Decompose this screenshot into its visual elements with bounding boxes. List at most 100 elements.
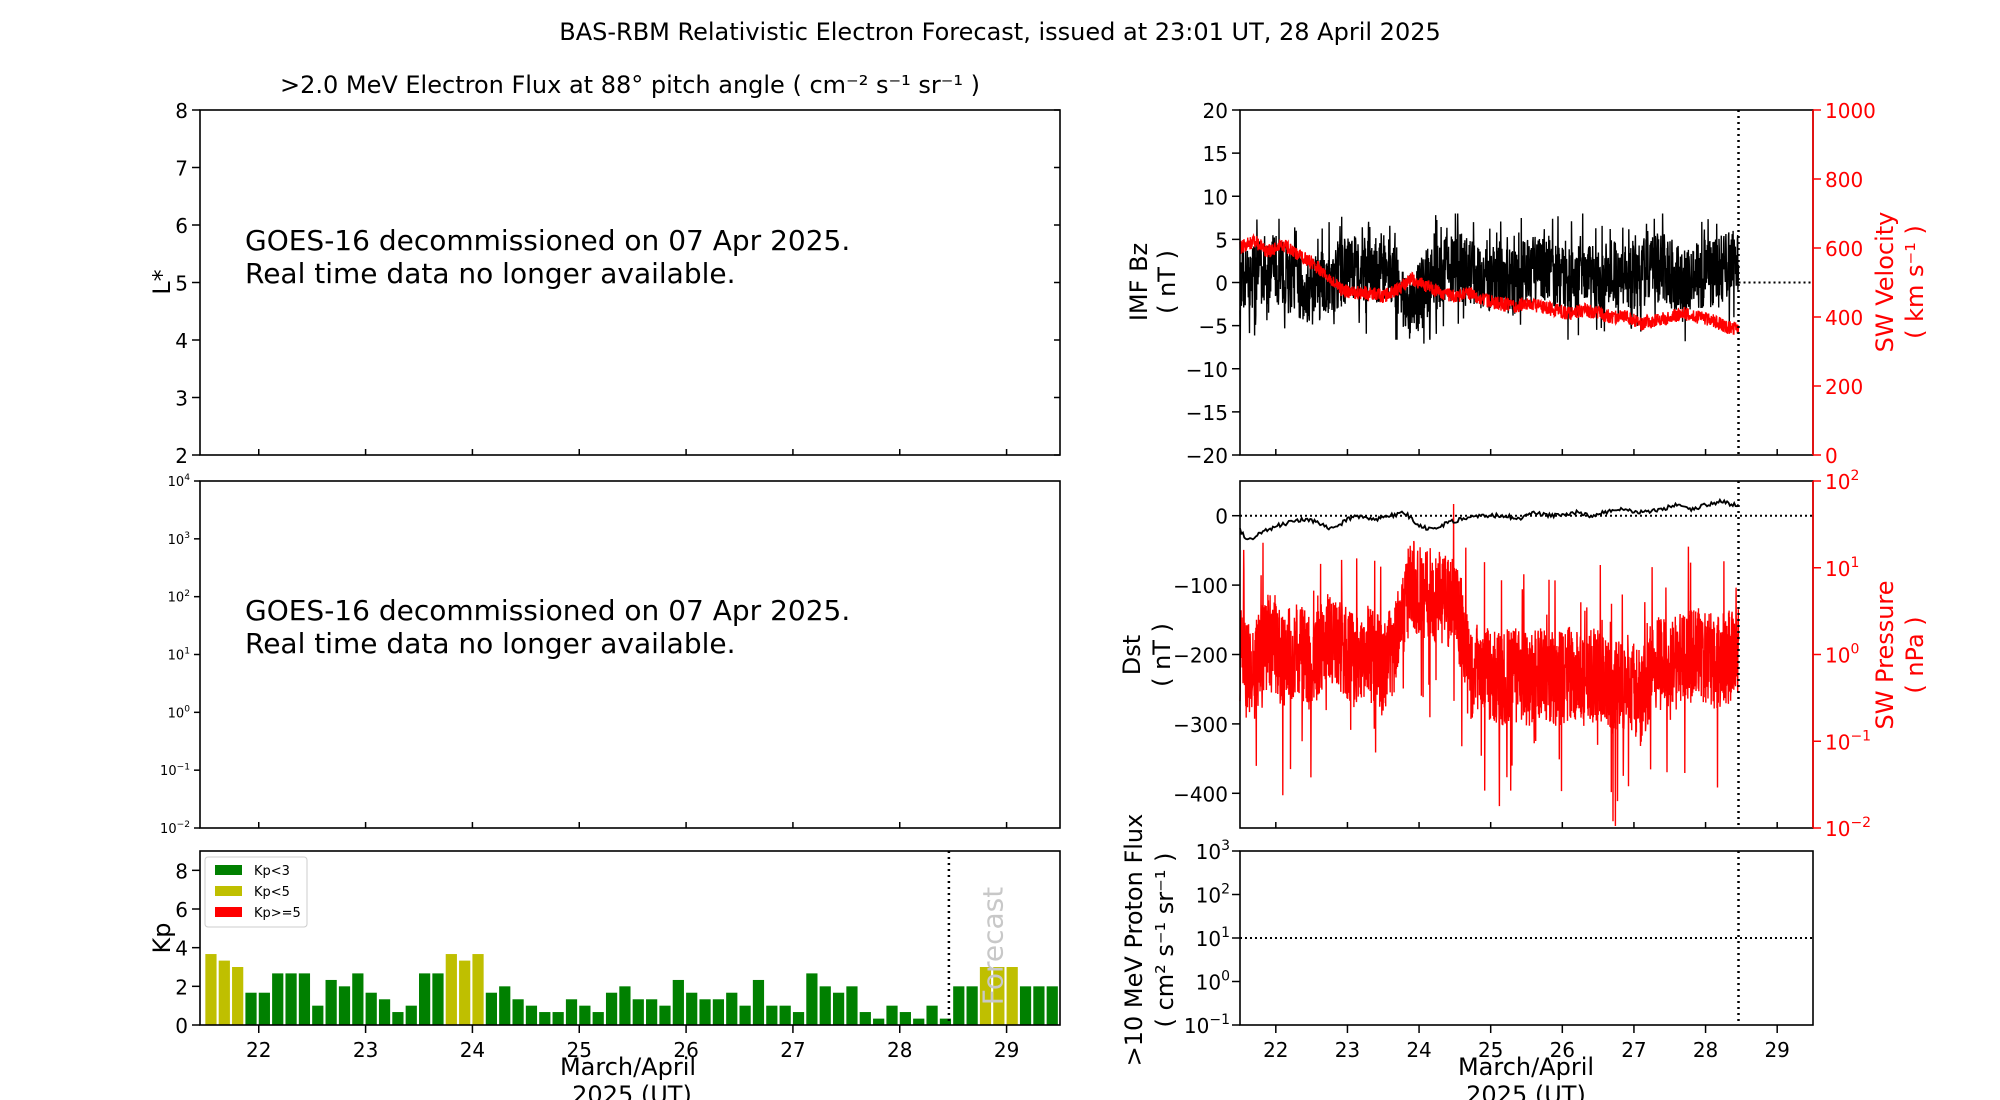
kp-bar bbox=[672, 979, 684, 1025]
sw-pressure-tick-label: 100 bbox=[1825, 642, 1859, 668]
flux-lstar-frame bbox=[199, 109, 1061, 456]
kp-bar bbox=[646, 999, 658, 1025]
flux-log-y-tick-label: 102 bbox=[168, 589, 190, 606]
kp-x-tick-label: 25 bbox=[567, 1038, 592, 1062]
kp-bar bbox=[752, 979, 765, 1025]
kp-x-tick-label: 26 bbox=[673, 1038, 698, 1062]
kp-legend-swatch-low bbox=[215, 865, 242, 875]
imf-y-tick-label: 20 bbox=[1203, 99, 1228, 123]
imf-y-tick-label: −15 bbox=[1186, 401, 1228, 425]
kp-bar bbox=[525, 1005, 538, 1025]
kp-bar bbox=[338, 986, 351, 1025]
flux-panel-title: >2.0 MeV Electron Flux at 88° pitch angl… bbox=[280, 71, 980, 99]
kp-bar bbox=[565, 999, 578, 1025]
sw-velocity-tick-label: 800 bbox=[1825, 168, 1863, 192]
sw-pressure-label-line2: ( nPa ) bbox=[1901, 616, 1929, 693]
proton-y-label-line1: >10 MeV Proton Flux bbox=[1120, 814, 1148, 1067]
kp-y-tick-label: 6 bbox=[175, 898, 188, 922]
kp-bar bbox=[873, 1018, 885, 1025]
kp-bar bbox=[485, 992, 497, 1025]
lstar-y-tick-label: 2 bbox=[175, 444, 188, 468]
kp-frame bbox=[199, 850, 1061, 1026]
sw-pressure-label-line1: SW Pressure bbox=[1871, 580, 1899, 729]
kp-forecast-label: Forecast bbox=[976, 887, 1009, 1006]
proton-y-label-line2: ( cm² s⁻¹ sr⁻¹ ) bbox=[1151, 853, 1179, 1028]
kp-bar bbox=[378, 999, 391, 1025]
proton-x-tick-label: 25 bbox=[1478, 1038, 1503, 1062]
imf-bz-line bbox=[1239, 213, 1740, 344]
flux-log-y-tick-label: 101 bbox=[168, 647, 190, 664]
kp-bar bbox=[552, 1012, 564, 1025]
flux-log-message-line2: Real time data no longer available. bbox=[245, 627, 736, 660]
lstar-y-tick-label: 5 bbox=[175, 272, 188, 296]
kp-x-label-line2: 2025 (UT) bbox=[572, 1081, 692, 1100]
dst-y-tick-label: −200 bbox=[1173, 644, 1228, 668]
kp-bar bbox=[325, 979, 337, 1025]
flux-log-panel: 104 103 102 101 100 10−1 10−2 GOES-16 decommis… bbox=[160, 473, 1061, 837]
kp-bars bbox=[205, 954, 1058, 1025]
kp-bar bbox=[886, 1005, 898, 1025]
proton-x-tick-label: 23 bbox=[1335, 1038, 1360, 1062]
kp-bar bbox=[579, 1005, 591, 1025]
flux-log-frame bbox=[199, 480, 1061, 829]
kp-bar bbox=[365, 992, 377, 1025]
kp-bar bbox=[258, 992, 270, 1025]
kp-bar bbox=[499, 986, 511, 1025]
proton-x-tick-label: 22 bbox=[1263, 1038, 1288, 1062]
kp-bar bbox=[939, 1018, 952, 1025]
lstar-message-line1: GOES-16 decommissioned on 07 Apr 2025. bbox=[245, 224, 850, 257]
kp-bar bbox=[1019, 986, 1032, 1025]
kp-bar bbox=[739, 1005, 751, 1025]
flux-lstar-panel: >2.0 MeV Electron Flux at 88° pitch angl… bbox=[148, 71, 1061, 468]
imf-y-label-line1: IMF Bz bbox=[1125, 243, 1153, 321]
sw-velocity-tick-label: 0 bbox=[1825, 444, 1838, 468]
kp-y-tick-label: 4 bbox=[175, 937, 188, 961]
sw-velocity-label-line2: ( km s⁻¹ ) bbox=[1901, 225, 1929, 339]
kp-y-tick-label: 0 bbox=[175, 1014, 188, 1038]
lstar-y-tick-label: 8 bbox=[175, 99, 188, 123]
kp-legend: Kp<3 Kp<5 Kp>=5 bbox=[204, 856, 308, 928]
kp-bar bbox=[766, 1005, 778, 1025]
kp-bar bbox=[806, 973, 818, 1025]
lstar-message-line2: Real time data no longer available. bbox=[245, 257, 736, 290]
sw-velocity-label-line1: SW Velocity bbox=[1871, 212, 1899, 353]
figure-title: BAS-RBM Relativistic Electron Forecast, … bbox=[559, 18, 1441, 46]
kp-bar bbox=[512, 999, 524, 1025]
proton-x-tick-label: 26 bbox=[1550, 1038, 1575, 1062]
proton-y-tick-label: 102 bbox=[1196, 882, 1230, 908]
kp-x-tick-label: 23 bbox=[353, 1038, 378, 1062]
proton-x-tick-label: 27 bbox=[1621, 1038, 1646, 1062]
kp-x-label-line1: March/April bbox=[560, 1053, 696, 1081]
kp-bar bbox=[953, 986, 965, 1025]
dst-y-label-line1: Dst bbox=[1118, 635, 1146, 675]
kp-bar bbox=[926, 1005, 938, 1025]
sw-pressure-line bbox=[1239, 503, 1740, 827]
sw-velocity-tick-label: 600 bbox=[1825, 237, 1863, 261]
kp-bar bbox=[605, 992, 618, 1025]
kp-bar bbox=[659, 1005, 671, 1025]
imf-y-tick-label: 5 bbox=[1215, 228, 1228, 252]
kp-bar bbox=[979, 967, 992, 1025]
kp-y-label: Kp bbox=[148, 923, 176, 954]
imf-y-tick-label: 15 bbox=[1203, 142, 1228, 166]
kp-bar bbox=[459, 960, 471, 1025]
lstar-y-tick-label: 3 bbox=[175, 387, 188, 411]
imf-y-tick-label: −10 bbox=[1186, 358, 1228, 382]
kp-bar bbox=[619, 986, 631, 1025]
kp-x-tick-label: 24 bbox=[460, 1038, 485, 1062]
proton-y-tick-label: 100 bbox=[1196, 969, 1230, 995]
kp-bar bbox=[312, 1005, 324, 1025]
proton-ticks: 103 102 101 100 10−1 22 23 24 25 26 27 28 29 bbox=[1184, 838, 1790, 1062]
lstar-y-tick-label: 6 bbox=[175, 214, 188, 238]
kp-bar bbox=[1033, 986, 1045, 1025]
kp-legend-mid: Kp<5 bbox=[254, 885, 290, 900]
flux-log-y-tick-label: 104 bbox=[168, 473, 191, 490]
dst-y-tick-label: 0 bbox=[1215, 505, 1228, 529]
lstar-x-ticks bbox=[258, 449, 1008, 455]
kp-bar bbox=[245, 992, 257, 1025]
kp-bar bbox=[993, 967, 1005, 1025]
kp-legend-swatch-high bbox=[215, 907, 242, 917]
